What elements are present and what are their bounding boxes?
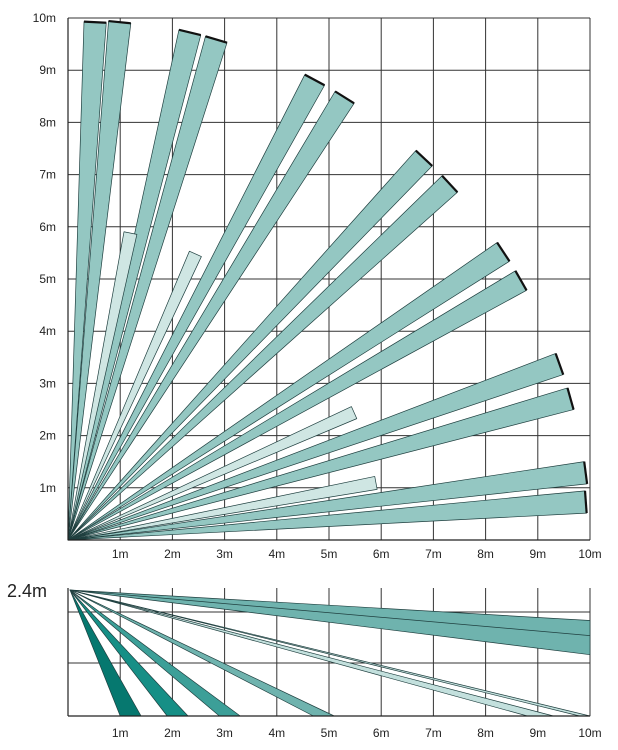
top-x-tick-label: 4m — [268, 547, 285, 561]
top-long-beam — [67, 73, 326, 541]
side-x-tick-label: 5m — [321, 726, 338, 740]
top-long-beam — [67, 241, 511, 541]
top-long-beam — [67, 270, 528, 541]
top-long-beam-tip — [514, 270, 528, 291]
top-long-beam — [67, 90, 355, 541]
top-short-beam — [67, 250, 202, 541]
top-short-beam — [67, 231, 138, 541]
side-x-tick-label: 6m — [373, 726, 390, 740]
top-long-beam-tip — [441, 175, 459, 193]
top-long-beam-tip — [554, 353, 565, 375]
side-x-tick-label: 8m — [477, 726, 494, 740]
top-short-beam — [67, 476, 378, 541]
top-y-tick-label: 7m — [39, 168, 56, 182]
top-x-tick-label: 9m — [529, 547, 546, 561]
side-x-tick-label: 9m — [529, 726, 546, 740]
top-view-axes — [67, 18, 590, 541]
top-long-beam-tip — [566, 387, 575, 410]
side-view-beams — [69, 589, 591, 717]
top-view-beams — [67, 19, 589, 541]
mount-height-label: 2.4m — [7, 581, 47, 601]
top-y-tick-label: 2m — [39, 429, 56, 443]
top-y-tick-label: 10m — [33, 11, 56, 25]
top-long-beam-tip — [205, 35, 228, 44]
top-long-beam — [67, 490, 588, 541]
top-long-beam-tip — [496, 241, 511, 262]
top-short-beam — [67, 406, 358, 541]
side-view-pattern: 2.4m 1m 2m 3m 4m 5m 6m 7m 8m 9m 10m — [7, 581, 602, 740]
side-x-tick-label: 7m — [425, 726, 442, 740]
top-x-tick-label: 10m — [578, 547, 601, 561]
top-long-beam-tip — [108, 19, 131, 25]
top-y-tick-label: 9m — [39, 63, 56, 77]
top-view-x-tick-labels: 1m 2m 3m 4m 5m 6m 7m 8m 9m 10m — [112, 547, 602, 561]
top-x-tick-label: 6m — [373, 547, 390, 561]
top-y-tick-label: 8m — [39, 115, 56, 129]
top-long-beam — [67, 20, 107, 541]
top-long-beam — [67, 387, 575, 541]
side-floor-beam — [69, 589, 142, 717]
top-view-pattern: 1m 2m 3m 4m 5m 6m 7m 8m 9m 10m 1m 2m 3m 4m 5m 6m 7m 8m 9m… — [33, 11, 602, 561]
side-upper-beam-center — [69, 589, 591, 636]
top-y-tick-label: 3m — [39, 376, 56, 390]
top-x-tick-label: 8m — [477, 547, 494, 561]
top-x-tick-label: 7m — [425, 547, 442, 561]
top-long-beam — [67, 461, 589, 541]
side-view-axes — [67, 588, 590, 717]
top-y-tick-label: 6m — [39, 220, 56, 234]
side-x-tick-label: 4m — [268, 726, 285, 740]
top-y-tick-label: 1m — [39, 481, 56, 495]
top-long-beam — [67, 35, 228, 541]
top-long-beam-tip — [304, 73, 326, 87]
top-x-tick-label: 1m — [112, 547, 129, 561]
top-long-beam — [67, 353, 565, 541]
top-long-beam-tip — [583, 490, 588, 514]
top-long-beam — [67, 149, 433, 541]
side-x-tick-label: 10m — [578, 726, 601, 740]
top-long-beam-tip — [178, 28, 202, 37]
top-view-y-tick-labels: 1m 2m 3m 4m 5m 6m 7m 8m 9m 10m — [33, 11, 56, 495]
top-x-tick-label: 5m — [321, 547, 338, 561]
side-x-tick-label: 3m — [216, 726, 233, 740]
top-x-tick-label: 3m — [216, 547, 233, 561]
top-y-tick-label: 4m — [39, 324, 56, 338]
top-y-tick-label: 5m — [39, 272, 56, 286]
top-long-beam-tip — [415, 149, 433, 167]
top-x-tick-label: 2m — [164, 547, 181, 561]
top-long-beam — [67, 19, 132, 541]
top-long-beam-tip — [334, 90, 355, 105]
side-view-x-tick-labels: 1m 2m 3m 4m 5m 6m 7m 8m 9m 10m — [112, 726, 602, 740]
side-upper-beam — [69, 589, 591, 656]
top-long-beam-tip — [583, 461, 589, 485]
top-long-beam-tip — [83, 20, 107, 24]
side-x-tick-label: 1m — [112, 726, 129, 740]
side-x-tick-label: 2m — [164, 726, 181, 740]
top-long-beam-shape — [67, 490, 587, 541]
top-long-beam — [67, 175, 459, 541]
